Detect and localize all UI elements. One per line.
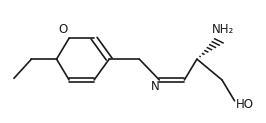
Text: HO: HO <box>236 98 254 111</box>
Text: NH₂: NH₂ <box>212 23 234 36</box>
Text: N: N <box>151 80 160 93</box>
Text: O: O <box>58 23 68 36</box>
